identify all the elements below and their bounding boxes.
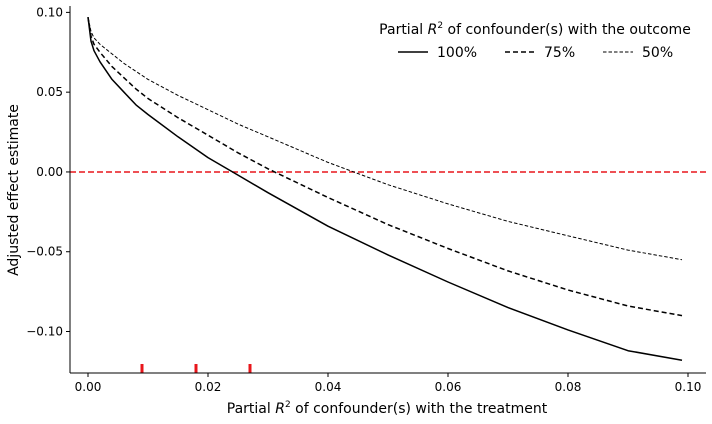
y-tick-label: −0.05: [26, 245, 63, 259]
x-tick-label: 0.06: [435, 380, 462, 394]
x-axis-title-var: R: [275, 401, 285, 417]
legend-title-post: of confounder(s) with the outcome: [443, 22, 691, 38]
axes-layer: [69, 6, 706, 374]
x-tick-label: 0.08: [555, 380, 582, 394]
legend-title-pre: Partial: [379, 22, 427, 38]
y-ticks: −0.10 −0.05 0.00 0.05 0.10: [26, 5, 70, 339]
legend-label-75: 75%: [544, 45, 575, 61]
series-line-75pct: [87, 17, 683, 317]
x-ticks: 0.00 0.02 0.04 0.06 0.08 0.10: [75, 373, 702, 394]
series-line-50pct: [87, 17, 683, 261]
rug-marks-layer: [140, 364, 252, 373]
legend-label-50: 50%: [642, 45, 673, 61]
legend-title: Partial R2 of confounder(s) with the out…: [379, 21, 691, 38]
x-tick-label: 0.00: [75, 380, 102, 394]
legend-title-sup: 2: [437, 21, 443, 31]
x-tick-label: 0.10: [675, 380, 702, 394]
y-tick-label: −0.10: [26, 325, 63, 339]
y-axis-title: Adjusted effect estimate: [6, 104, 22, 276]
legend: Partial R2 of confounder(s) with the out…: [379, 21, 691, 61]
y-tick-label: 0.00: [36, 165, 63, 179]
x-axis-title: Partial R2 of confounder(s) with the tre…: [227, 400, 548, 417]
x-axis-title-pre: Partial: [227, 401, 275, 417]
x-axis-title-sup: 2: [285, 400, 291, 410]
y-tick-label: 0.05: [36, 85, 63, 99]
x-axis-title-post: of confounder(s) with the treatment: [291, 401, 548, 417]
x-tick-label: 0.04: [315, 380, 342, 394]
legend-label-100: 100%: [437, 45, 477, 61]
legend-title-var: R: [428, 22, 438, 38]
series-line-100pct: [87, 17, 683, 361]
x-tick-label: 0.02: [195, 380, 222, 394]
series-layer: [87, 17, 683, 361]
y-tick-label: 0.10: [36, 5, 63, 19]
